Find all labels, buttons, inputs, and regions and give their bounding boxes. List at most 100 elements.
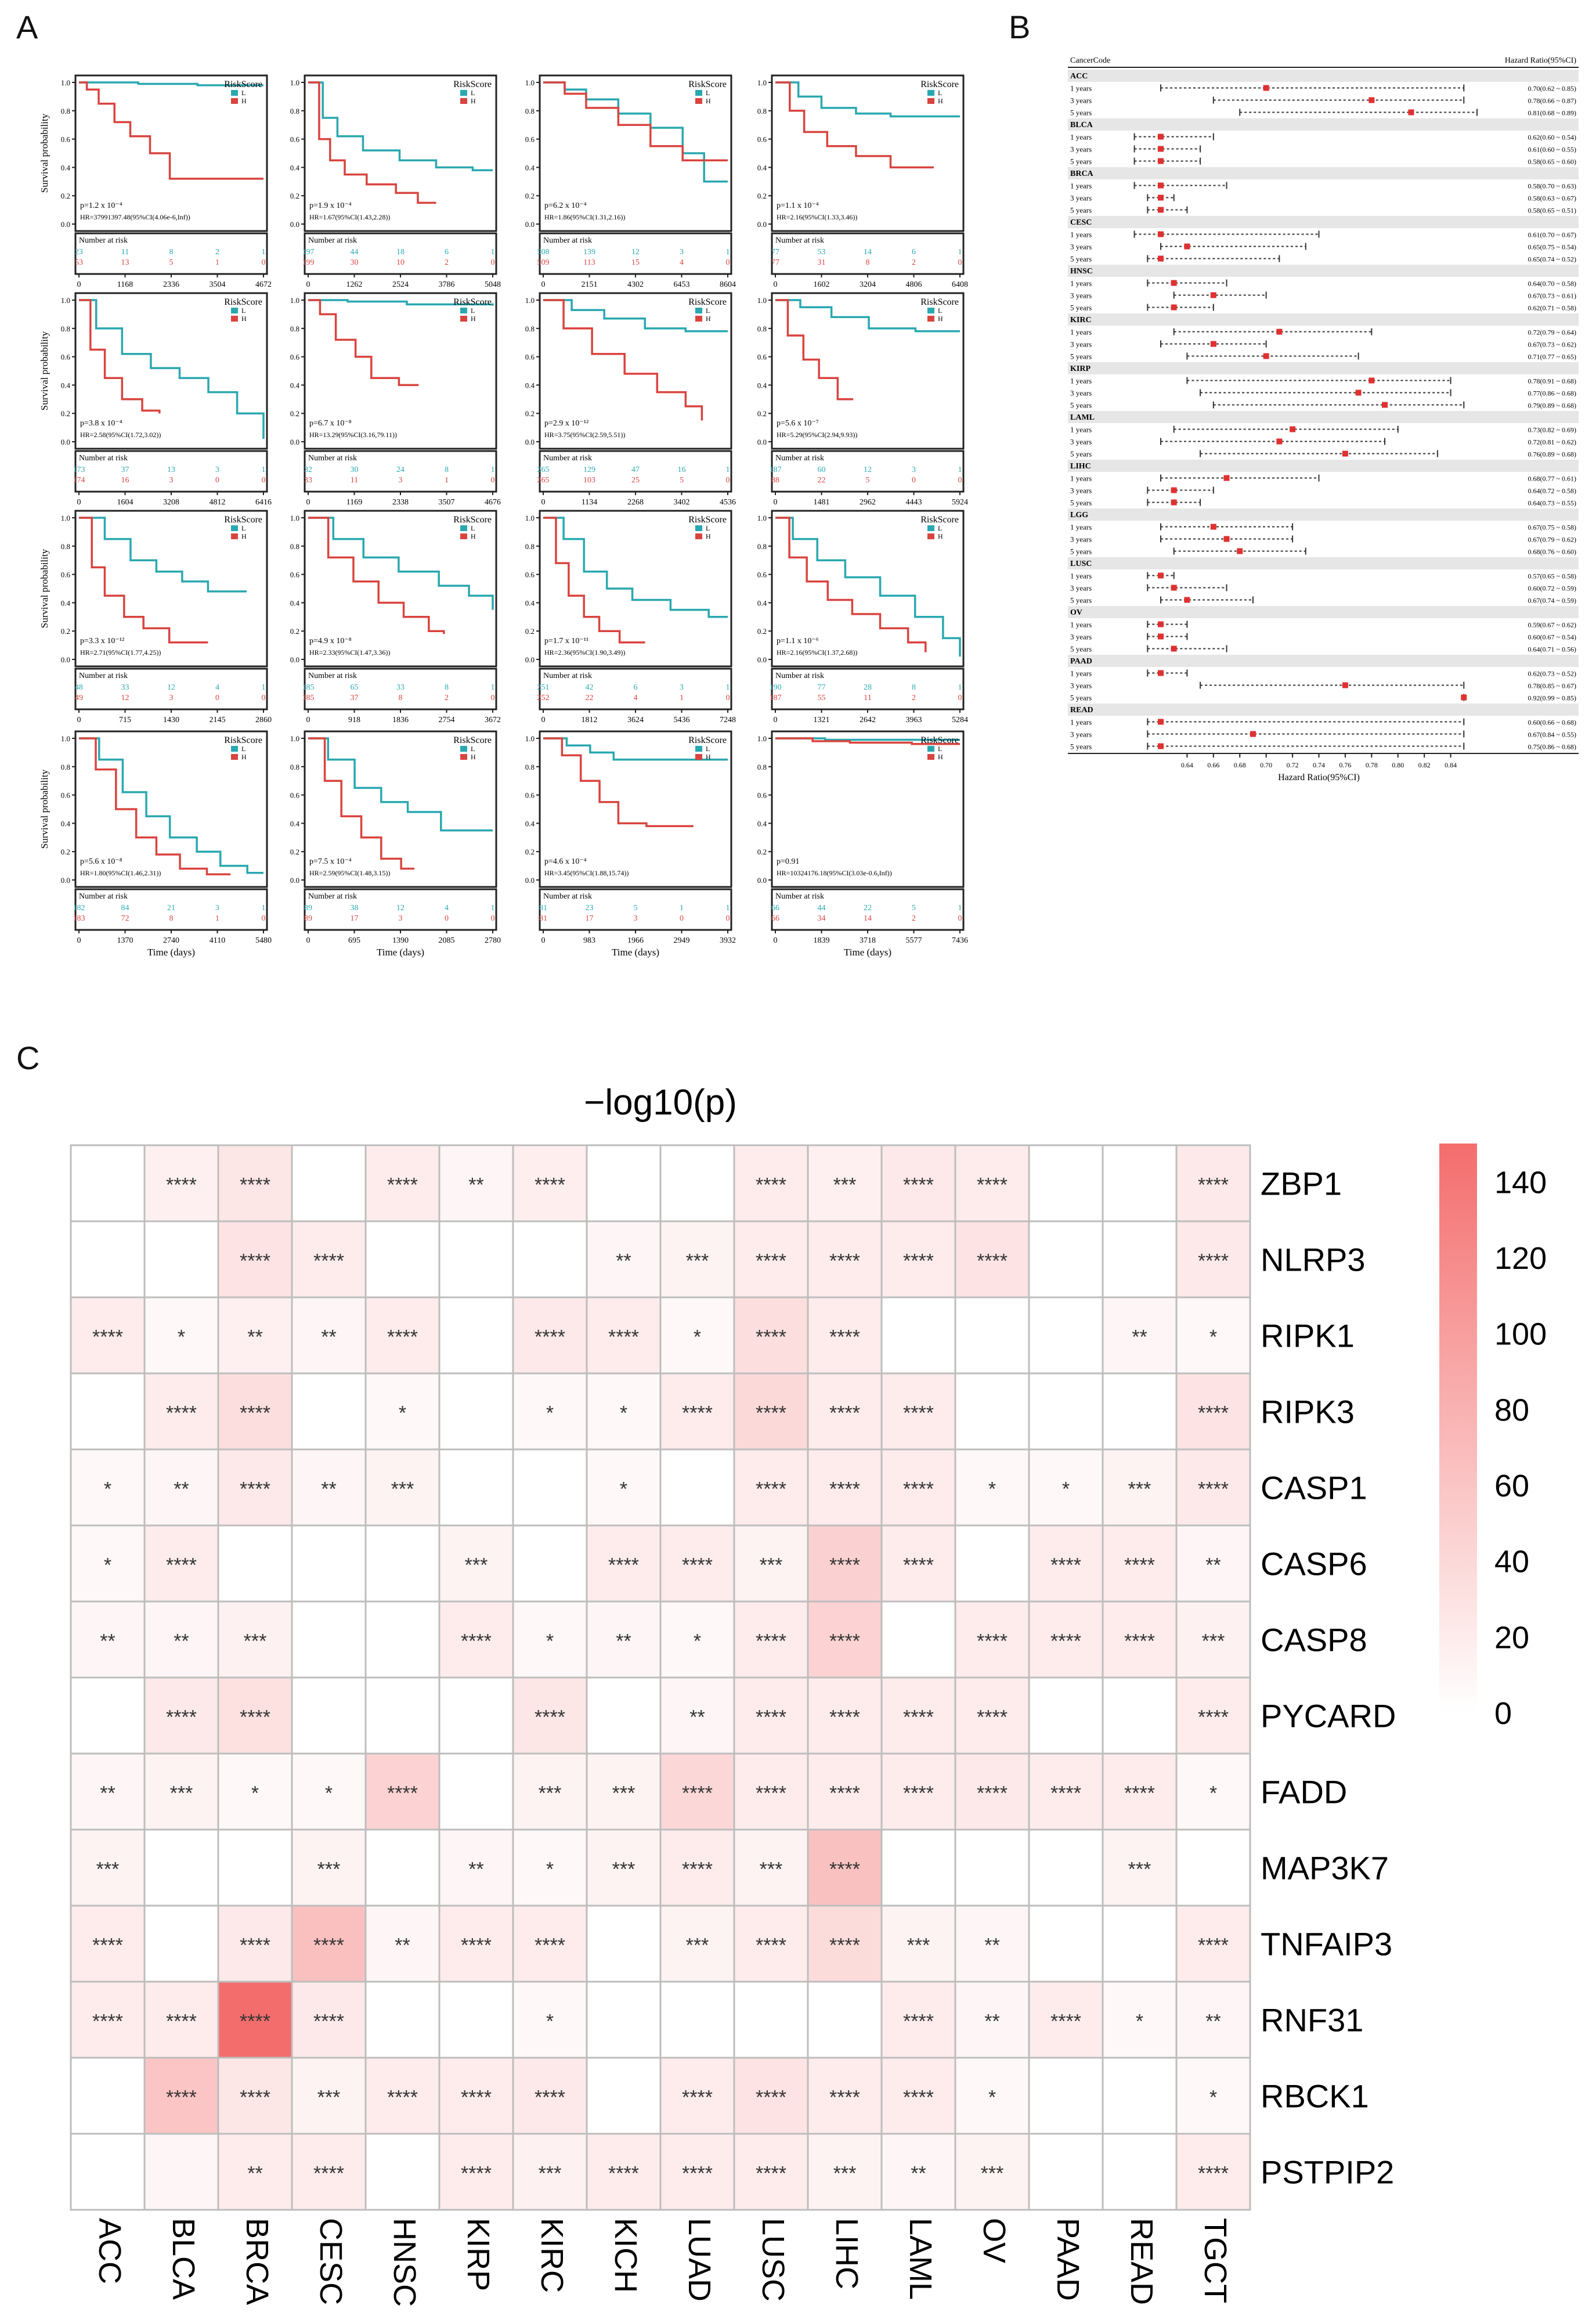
km-risk-count-high: 0 — [262, 694, 266, 702]
y-tick-label: 0.6 — [757, 791, 767, 800]
x-tick-label: 1481 — [814, 498, 830, 507]
km-risk-count-high: 509 — [537, 258, 550, 267]
forest-hr-text: 0.58(0.63 ~ 0.67) — [1528, 194, 1576, 203]
km-hazard-ratio: HR=1.86(95%CI(1.31,2.16)) — [544, 213, 625, 221]
km-risk-count-high: 0 — [262, 476, 266, 485]
y-tick-label: 0.4 — [290, 598, 300, 607]
x-tick-label: 5436 — [674, 716, 690, 724]
forest-point — [1210, 524, 1216, 530]
x-tick-label: 695 — [348, 936, 360, 945]
km-hazard-ratio: HR=3.45(95%CI(1.88,15.74)) — [544, 869, 629, 877]
heatmap-significance-stars: **** — [682, 1783, 713, 1805]
forest-x-tick-label: 0.64 — [1181, 761, 1193, 769]
x-tick-label: 2151 — [582, 280, 598, 289]
km-risk-count-low: 24 — [396, 466, 405, 474]
heatmap-significance-stars: **** — [829, 1631, 860, 1653]
km-risk-count-high: 72 — [121, 914, 129, 923]
km-risk-count-low: 6 — [634, 683, 638, 692]
heatmap-cell — [1175, 1600, 1251, 1679]
x-tick-label: 1169 — [346, 498, 362, 507]
y-tick-label: 0.2 — [61, 192, 70, 200]
heatmap-significance-stars: **** — [461, 2163, 492, 2185]
heatmap-cell — [70, 1600, 146, 1679]
y-tick-label: 0.2 — [525, 847, 535, 856]
km-risk-count-high: 1 — [680, 694, 684, 702]
forest-group-label: LUSC — [1070, 560, 1092, 568]
forest-x-tick-label: 0.70 — [1260, 761, 1272, 769]
heatmap-significance-stars: **** — [166, 1402, 197, 1424]
km-legend-swatch — [460, 308, 467, 313]
km-curve-high-risk — [79, 737, 231, 875]
y-tick-label: 0.8 — [525, 542, 535, 551]
forest-row-label: 3 years — [1070, 96, 1092, 105]
km-risk-table-title: Number at risk — [79, 454, 128, 463]
km-legend-swatch — [695, 316, 702, 322]
km-risk-count-low: 3 — [215, 466, 219, 474]
forest-row-label: 3 years — [1070, 389, 1092, 398]
km-risk-count-low: 12 — [631, 248, 640, 257]
km-legend-label: L — [241, 745, 245, 753]
heatmap-significance-stars: **** — [166, 2087, 197, 2109]
heatmap-significance-stars: **** — [313, 1935, 344, 1957]
km-risk-count-high: 88 — [771, 476, 779, 485]
y-tick-label: 0.4 — [525, 163, 535, 172]
heatmap-cell — [659, 1144, 735, 1222]
km-curve-low-risk — [308, 299, 494, 306]
y-tick-label: 0.6 — [61, 135, 71, 144]
forest-hr-text: 0.67(0.75 ~ 0.58) — [1528, 524, 1576, 532]
heatmap-cell — [733, 1752, 809, 1831]
panel-label-c: C — [16, 1040, 40, 1076]
km-risk-count-high: 5 — [866, 476, 870, 485]
x-tick-label: 5924 — [952, 498, 968, 507]
heatmap-cell — [70, 1676, 146, 1755]
km-legend-label: H — [706, 315, 711, 323]
heatmap-column-label: PAAD — [1050, 2218, 1085, 2301]
km-risk-count-high: 0 — [958, 476, 962, 485]
km-hazard-ratio: HR=2.16(95%CI(1.37,2.68)) — [777, 648, 857, 656]
heatmap-significance-stars: ** — [100, 1783, 115, 1805]
heatmap-column-label: ACC — [92, 2218, 127, 2284]
heatmap-significance-stars: *** — [317, 2087, 341, 2109]
heatmap-cell — [438, 1600, 514, 1679]
forest-hr-text: 0.58(0.70 ~ 0.63) — [1528, 182, 1576, 190]
heatmap-row-label: RIPK3 — [1261, 1394, 1355, 1430]
km-y-axis-label: Survival probability — [39, 769, 50, 849]
km-risk-table-title: Number at risk — [79, 236, 128, 245]
km-risk-count-high: 17 — [351, 914, 359, 923]
forest-hr-text: 0.68(0.76 ~ 0.60) — [1528, 548, 1576, 556]
km-y-axis-label: Survival probability — [39, 113, 50, 193]
forest-group-read: READ 1 years 0.60(0.66 ~ 0.68) 3 years 0.67(… — [1068, 704, 1579, 751]
y-tick-label: 1.0 — [757, 514, 767, 522]
y-tick-label: 0.6 — [290, 571, 300, 579]
km-legend-swatch — [927, 308, 934, 313]
km-risk-count-low: 12 — [864, 466, 872, 474]
km-risk-count-low: 66 — [771, 904, 779, 912]
heatmap-cell — [217, 1524, 293, 1603]
y-tick-label: 0.6 — [61, 353, 71, 362]
km-risk-count-low: 11 — [121, 248, 129, 257]
heatmap-significance-stars: * — [1209, 2087, 1217, 2109]
km-risk-count-low: 42 — [586, 683, 594, 692]
forest-group-band — [1068, 362, 1579, 374]
heatmap-cell — [438, 1524, 514, 1603]
km-risk-count-low: 84 — [121, 904, 129, 912]
x-tick-label: 1836 — [392, 716, 409, 724]
forest-x-tick-label: 0.80 — [1392, 761, 1404, 769]
forest-row-label: 5 years — [1070, 206, 1092, 215]
heatmap-significance-stars: ** — [911, 2163, 926, 2185]
forest-hr-text: 0.67(0.79 ~ 0.62) — [1528, 536, 1576, 544]
km-pvalue: p=7.5 x 10⁻⁴ — [309, 857, 352, 866]
km-risk-table-title: Number at risk — [543, 892, 592, 901]
forest-group-label: BLCA — [1070, 121, 1093, 129]
forest-hr-text: 0.71(0.77 ~ 0.65) — [1528, 353, 1576, 361]
heatmap-significance-stars: ** — [1132, 1326, 1147, 1348]
km-legend-label: L — [938, 745, 942, 753]
km-risk-count-low: 1 — [726, 683, 730, 692]
heatmap-significance-stars: **** — [756, 1250, 786, 1272]
heatmap-cell — [512, 1372, 588, 1451]
km-risk-count-low: 1 — [491, 683, 495, 692]
y-tick-label: 1.0 — [290, 78, 299, 87]
heatmap-significance-stars: **** — [829, 1554, 860, 1577]
forest-group-label: BRCA — [1070, 169, 1094, 178]
